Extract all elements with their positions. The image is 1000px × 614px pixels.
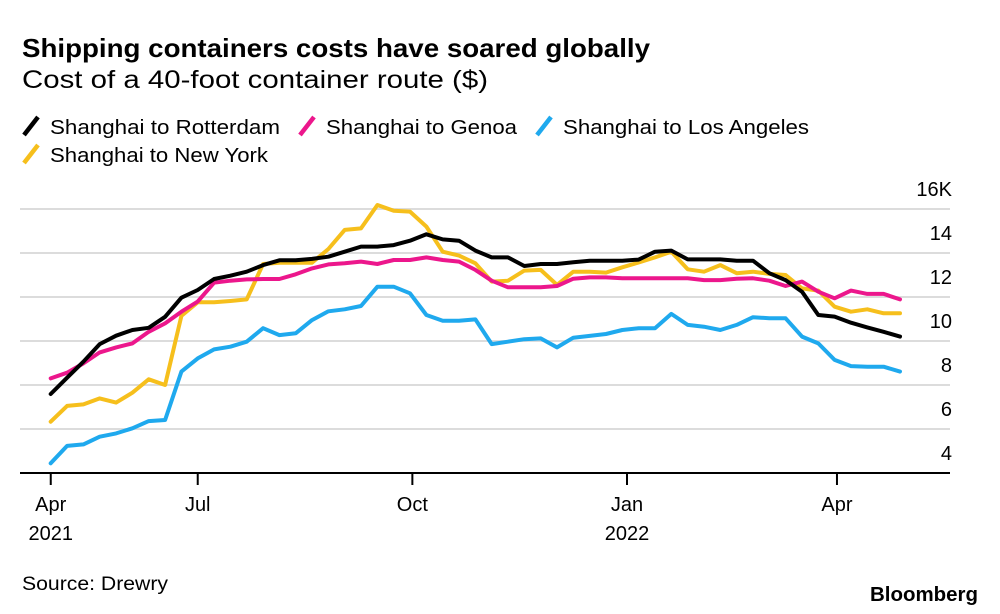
legend-label: Shanghai to New York xyxy=(50,145,269,167)
y-tick-label: 16K xyxy=(916,179,952,201)
y-tick-label: 6 xyxy=(941,399,952,421)
series-line-shanghai-to-rotterdam xyxy=(48,232,902,396)
legend-swatch xyxy=(535,115,553,137)
x-tick-label: Oct xyxy=(397,494,429,516)
series-line-shanghai-to-los-angeles xyxy=(48,284,902,466)
legend-item: Shanghai to Genoa xyxy=(298,115,518,139)
x-tick-label: Apr xyxy=(35,494,66,516)
legend-swatch xyxy=(22,143,40,165)
y-tick-label: 12 xyxy=(930,267,952,289)
x-tick-label: Apr xyxy=(821,494,852,516)
x-tick-year-label: 2021 xyxy=(28,523,73,545)
x-tick-label: Jul xyxy=(185,494,211,516)
series-line-shanghai-to-genoa xyxy=(48,255,902,381)
legend: Shanghai to Rotterdam Shanghai to Genoa Sh… xyxy=(22,115,809,167)
legend-swatch xyxy=(298,115,316,137)
y-tick-label: 14 xyxy=(930,223,952,245)
legend-label: Shanghai to Los Angeles xyxy=(563,117,809,139)
y-axis: 4 6 8 10 12 14 16K xyxy=(916,179,952,465)
x-tick-year-label: 2022 xyxy=(605,523,650,545)
bloomberg-logo: Bloomberg xyxy=(870,584,978,606)
x-tick-label: Jan xyxy=(611,494,643,516)
source-note: Source: Drewry xyxy=(22,574,169,595)
legend-label: Shanghai to Rotterdam xyxy=(50,117,280,139)
legend-swatch xyxy=(22,115,40,137)
y-tick-label: 4 xyxy=(941,443,952,465)
legend-item: Shanghai to Los Angeles xyxy=(535,115,809,139)
x-axis: Apr 2021 Jul Oct Jan 2022 Apr xyxy=(20,472,950,545)
chart-subtitle: Cost of a 40-foot container route ($) xyxy=(22,66,488,94)
chart-title: Shipping containers costs have soared gl… xyxy=(22,33,651,63)
series-lines xyxy=(48,203,902,466)
y-tick-label: 10 xyxy=(930,311,952,333)
legend-item: Shanghai to New York xyxy=(22,143,269,167)
legend-item: Shanghai to Rotterdam xyxy=(22,115,280,139)
y-tick-label: 8 xyxy=(941,355,952,377)
legend-label: Shanghai to Genoa xyxy=(326,117,518,139)
